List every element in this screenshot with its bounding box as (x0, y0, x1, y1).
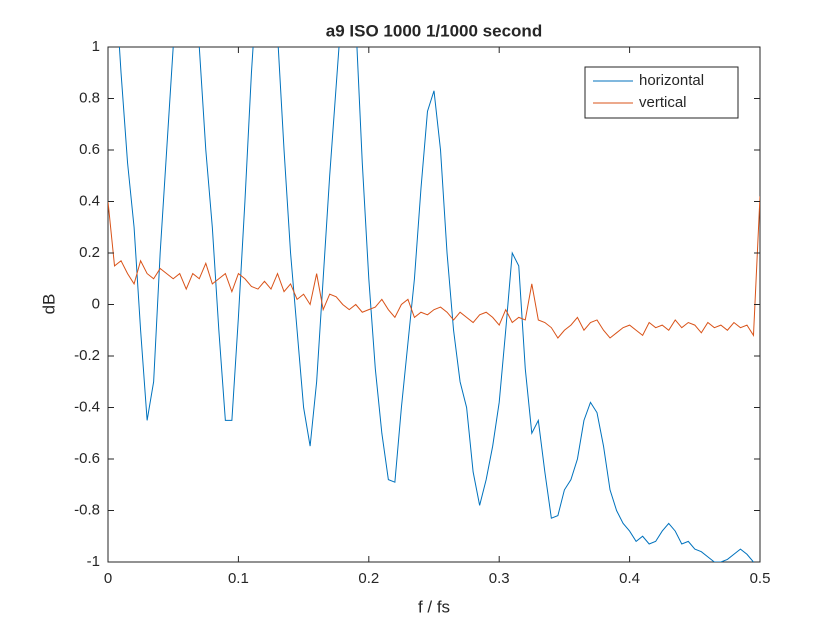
legend: horizontal vertical (584, 66, 739, 119)
series-line (118, 47, 760, 562)
x-tick-label: 0.5 (750, 570, 771, 587)
y-axis-label: dB (39, 294, 58, 315)
y-tick-label: -1 (87, 553, 100, 570)
y-tick-label: -0.4 (74, 398, 100, 415)
x-tick-label: 0.3 (489, 570, 510, 587)
y-tick-label: 0 (92, 295, 100, 312)
legend-label: horizontal (639, 72, 704, 89)
y-tick-label: -0.8 (74, 501, 100, 518)
y-tick-label: -0.2 (74, 347, 100, 364)
x-tick-label: 0 (104, 570, 112, 587)
x-axis-label: f / fs (418, 597, 450, 616)
y-tick-label: 0.8 (79, 89, 100, 106)
axes-box (107, 46, 761, 563)
y-tick-label: 0.4 (79, 192, 100, 209)
plot-lines (108, 47, 760, 562)
y-tick-label: -0.6 (74, 450, 100, 467)
series-line (108, 196, 760, 339)
chart-title: a9 ISO 1000 1/1000 second (326, 21, 542, 40)
x-tick-label: 0.1 (228, 570, 249, 587)
y-tick-label: 0.6 (79, 141, 100, 158)
y-tick-label: 0.2 (79, 244, 100, 261)
x-tick-label: 0.4 (619, 570, 640, 587)
legend-label: vertical (639, 94, 687, 111)
legend-box (584, 66, 739, 119)
x-tick-label: 0.2 (358, 570, 379, 587)
y-tick-label: 1 (92, 38, 100, 55)
